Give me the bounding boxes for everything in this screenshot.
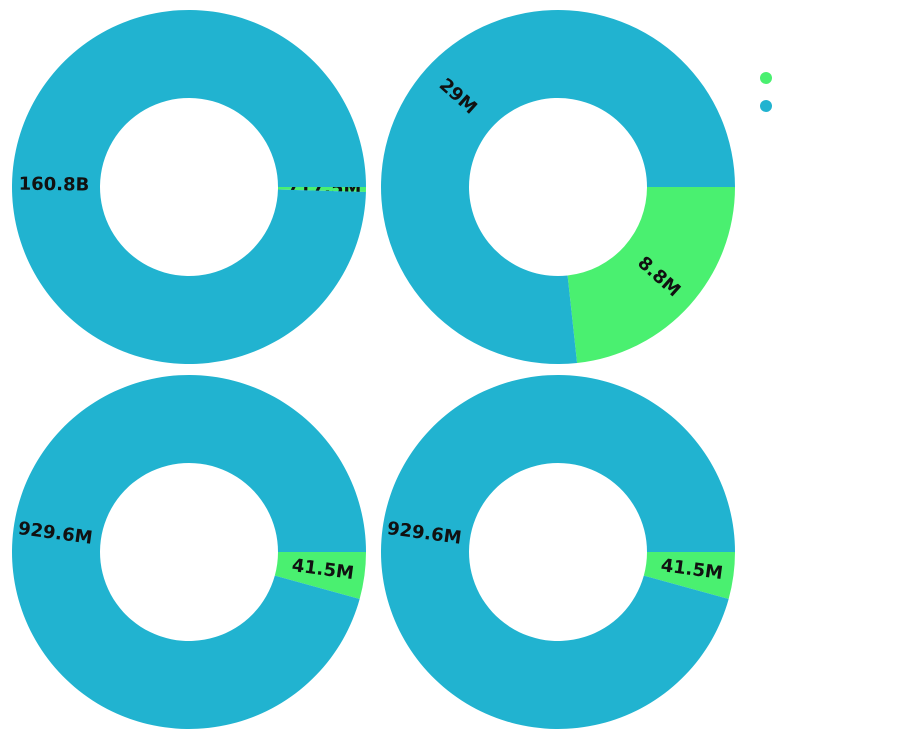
donut-1-slice-blue — [12, 9, 366, 364]
donut-4-slice-blue — [381, 375, 735, 730]
legend-item-green — [760, 64, 780, 92]
donut-1-slice-green — [277, 187, 366, 192]
donut-2-slice-green — [567, 187, 735, 363]
legend-marker-green — [760, 72, 772, 84]
donut-3-slice-blue — [12, 375, 366, 730]
donut-2-slice-blue — [381, 10, 735, 364]
legend-marker-blue — [760, 100, 772, 112]
donut-1-label-blue: 160.8B — [19, 174, 90, 196]
donut-3-slice-green — [274, 552, 366, 599]
legend-item-blue — [760, 92, 780, 120]
donut-4-slice-green — [643, 552, 735, 599]
legend — [760, 64, 780, 120]
